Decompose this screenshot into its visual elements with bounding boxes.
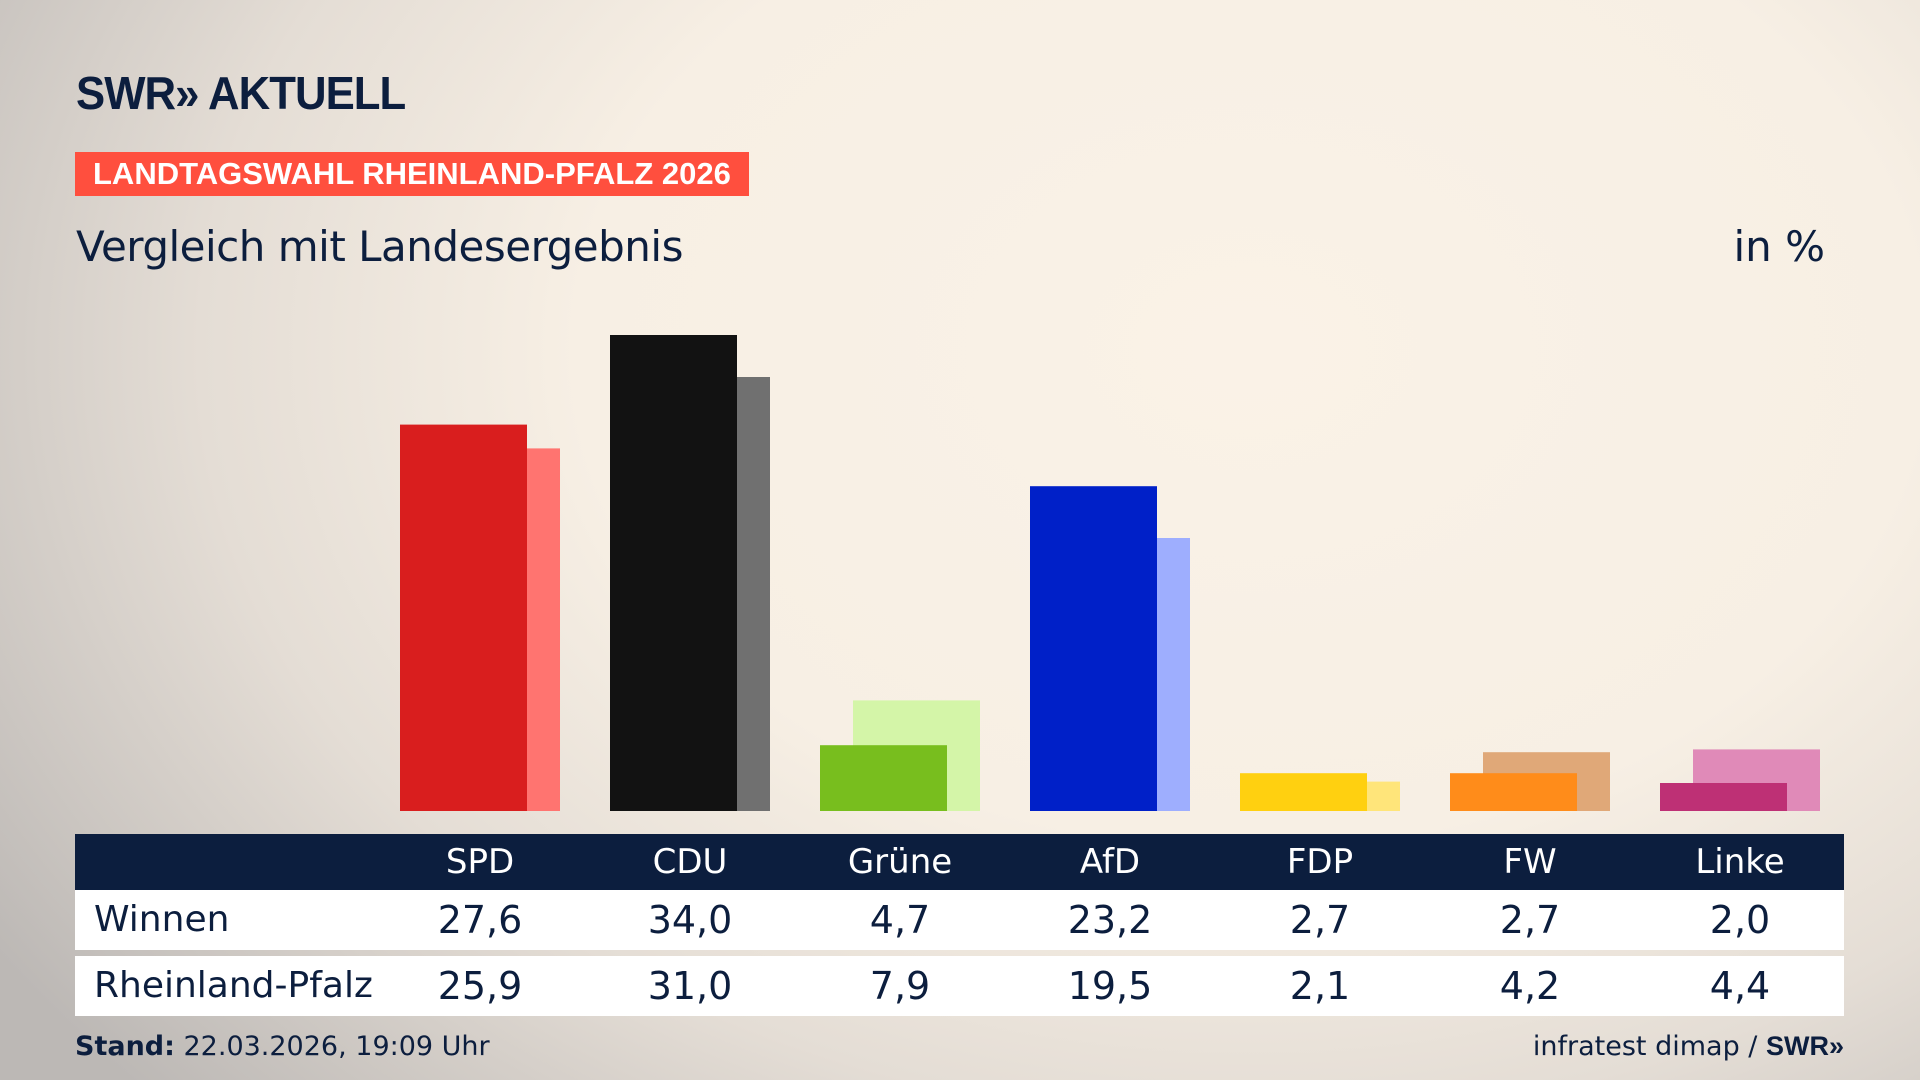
table-row: Rheinland-Pfalz 25,9 31,0 7,9 19,5 2,1 4,2 4,4 xyxy=(75,956,1844,1016)
swr-aktuell-logo: SWR» AKTUELL xyxy=(76,67,406,119)
column-header: FDP xyxy=(1286,842,1354,882)
table-header: SPD CDU Grüne AfD FDP FW Linke xyxy=(75,834,1844,890)
cell-value: 4,4 xyxy=(1709,964,1771,1008)
column-header: SPD xyxy=(445,842,515,882)
bar-linke-winnen xyxy=(1660,783,1787,811)
source: infratest dimap / SWR» xyxy=(1533,1031,1844,1062)
bar-fw-winnen xyxy=(1450,773,1577,811)
row-label: Rheinland-Pfalz xyxy=(94,965,373,1006)
chart-subtitle: Vergleich mit Landesergebnis xyxy=(76,222,683,271)
bar-spd-winnen xyxy=(400,424,527,811)
cell-value: 31,0 xyxy=(647,964,733,1008)
bar-chart xyxy=(400,335,1820,811)
cell-value: 2,7 xyxy=(1289,898,1351,942)
column-header: Grüne xyxy=(847,842,953,882)
cell-value: 34,0 xyxy=(647,898,733,942)
column-header: CDU xyxy=(652,842,728,882)
cell-value: 2,1 xyxy=(1289,964,1351,1008)
cell-value: 27,6 xyxy=(437,898,523,942)
cell-value: 19,5 xyxy=(1067,964,1153,1008)
column-header: AfD xyxy=(1079,842,1141,882)
bar-cdu-winnen xyxy=(610,335,737,811)
election-banner: LANDTAGSWAHL RHEINLAND-PFALZ 2026 xyxy=(75,152,749,196)
source-text: infratest dimap / xyxy=(1532,1031,1766,1062)
results-table: SPD CDU Grüne AfD FDP FW Linke Winnen 27,6 34,0 4… xyxy=(75,834,1844,1016)
cell-value: 7,9 xyxy=(869,964,931,1008)
timestamp: Stand: 22.03.2026, 19:09 Uhr xyxy=(75,1031,490,1062)
unit-label: in % xyxy=(1733,222,1825,271)
column-header: FW xyxy=(1503,842,1557,882)
stand-value: 22.03.2026, 19:09 Uhr xyxy=(174,1031,490,1062)
cell-value: 2,0 xyxy=(1709,898,1771,942)
bar-afd-winnen xyxy=(1030,486,1157,811)
row-label: Winnen xyxy=(94,899,230,940)
bar-fdp-winnen xyxy=(1240,773,1367,811)
stand-label: Stand: xyxy=(75,1031,175,1062)
table-row: Winnen 27,6 34,0 4,7 23,2 2,7 2,7 2,0 xyxy=(75,890,1844,950)
cell-value: 4,2 xyxy=(1499,964,1561,1008)
cell-value: 25,9 xyxy=(437,964,523,1008)
swr-logo: SWR» xyxy=(1765,1031,1844,1061)
cell-value: 23,2 xyxy=(1067,898,1153,942)
column-header: Linke xyxy=(1695,842,1785,882)
cell-value: 2,7 xyxy=(1499,898,1561,942)
bar-grüne-winnen xyxy=(820,745,947,811)
cell-value: 4,7 xyxy=(869,898,931,942)
